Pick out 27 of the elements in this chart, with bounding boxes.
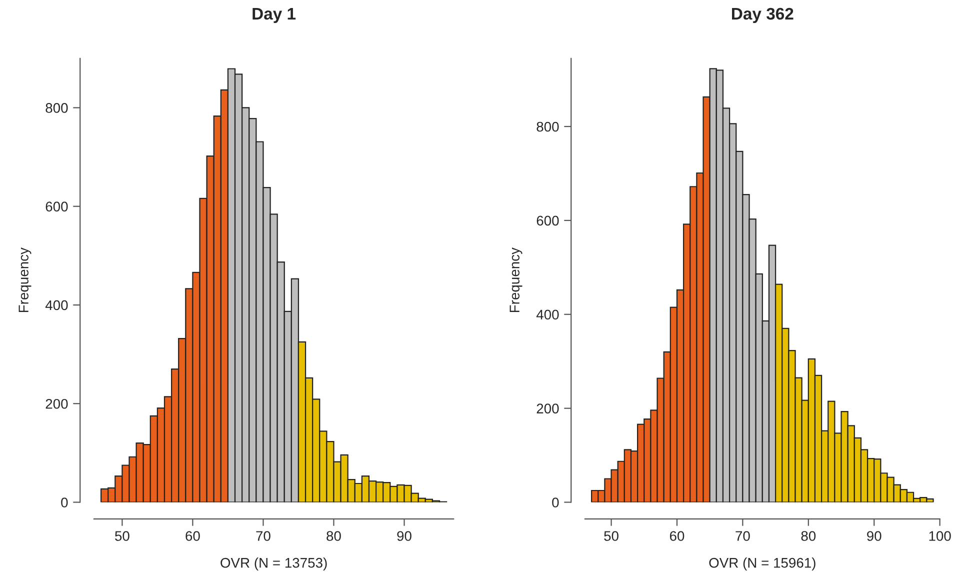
x-tick-label: 60 [670,531,684,541]
x-tick-label: 70 [256,531,270,541]
y-axis-title: Frequency [510,248,522,312]
x-tick-label: 90 [867,531,882,541]
y-tick-label: 400 [45,300,68,310]
x-tick-label: 50 [115,531,130,541]
x-tick-label: 80 [801,531,816,541]
x-tick-label: 90 [397,531,412,541]
x-axis-title: OVR (N = 13753) [220,558,327,570]
chart-title: Day 1 [252,8,296,23]
y-tick-label: 200 [536,404,559,414]
y-tick-label: 0 [552,498,559,508]
x-tick-label: 70 [736,531,750,541]
y-tick-label: 800 [46,103,68,113]
x-tick-label: 50 [604,531,618,541]
y-tick-label: 600 [536,216,559,226]
x-axis-title: OVR (N = 15961) [709,558,816,570]
y-tick-label: 800 [536,122,559,132]
x-tick-label: 80 [326,531,341,541]
chart-title: Day 362 [732,8,794,23]
y-tick-label: 400 [536,310,559,320]
y-tick-label: 200 [46,398,68,409]
y-tick-label: 0 [61,498,68,508]
x-tick-label: 60 [186,531,200,541]
y-tick-label: 600 [46,202,68,212]
x-tick-label: 100 [929,531,951,541]
y-axis-title: Frequency [18,248,32,312]
